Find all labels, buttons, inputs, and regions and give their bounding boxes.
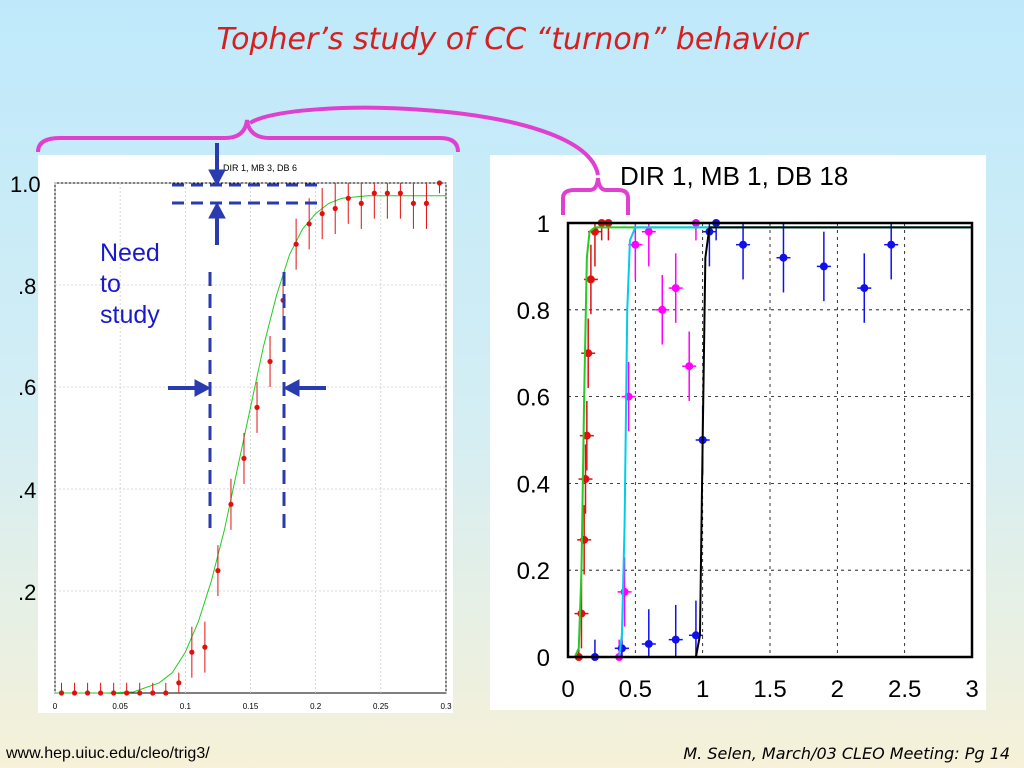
left-data-point [436, 180, 443, 186]
right-fit-curve [568, 226, 972, 658]
left-x-tick-label: 0 [53, 702, 58, 711]
right-fit-curve [568, 226, 972, 658]
right-data-point [779, 253, 788, 262]
right-y-tick-label: 0.8 [517, 298, 550, 325]
right-turnon-chart: DIR 1, MB 1, DB 18 0 0.5 1 1.5 2 2.5 3 0 0.2 0.4 0.… [517, 161, 979, 703]
left-x-tick-label: 0.3 [440, 702, 452, 711]
right-x-tick-label: 2 [831, 676, 844, 703]
right-data-point [860, 284, 869, 293]
left-data-point [410, 200, 417, 206]
footer-url: www.hep.uiuc.edu/cleo/trig3/ [6, 745, 210, 762]
right-x-tick-label: 3 [965, 676, 978, 703]
left-data-point [98, 690, 104, 696]
left-x-tick-label: 0.05 [112, 702, 128, 711]
y-label-0-4: .4 [18, 478, 37, 503]
right-y-tick-label: 0.4 [517, 471, 550, 498]
left-data-point [319, 211, 325, 217]
left-data-point [332, 205, 338, 212]
right-data-point [586, 275, 595, 284]
right-y-tick-label: 0.6 [517, 385, 550, 412]
right-data-point [644, 639, 653, 648]
right-chart-title: DIR 1, MB 1, DB 18 [620, 161, 848, 191]
right-y-tick-label: 0 [537, 645, 550, 672]
y-label-0-6: .6 [18, 375, 37, 400]
left-data-point [384, 190, 390, 196]
right-y-tick-label: 1 [537, 211, 550, 238]
width-arrows [168, 143, 326, 535]
y-label-0-8: .8 [18, 274, 37, 299]
need-to-study-text: Need to study [100, 239, 160, 329]
left-data-point [215, 568, 221, 574]
right-x-tick-label: 1.5 [753, 676, 786, 703]
left-data-point [306, 221, 312, 227]
right-data-point [887, 240, 896, 249]
right-data-point [582, 431, 591, 440]
left-plot-panel: 0 0.05 0.1 0.15 0.2 0.25 0.3 DIR 1, MB 3, DB 6 [38, 155, 453, 713]
right-plot-frame [566, 221, 974, 659]
left-data-point [241, 455, 247, 461]
left-data-point [111, 690, 117, 696]
left-data-point [163, 690, 169, 696]
right-fit-curve [568, 226, 972, 658]
right-x-tick-label: 2.5 [888, 676, 921, 703]
left-data-point [423, 200, 430, 206]
right-data-point [644, 227, 653, 236]
left-data-point [371, 190, 377, 196]
right-data-point [631, 240, 640, 249]
left-data-point [150, 690, 156, 696]
footer-credit: M. Selen, March/03 CLEO Meeting: Pg 14 [683, 744, 1010, 763]
left-data-point [176, 680, 182, 686]
right-data-point [658, 305, 667, 314]
right-y-tick-label: 0.2 [517, 558, 550, 585]
left-data-point [84, 690, 91, 696]
left-x-tick-label: 0.15 [243, 702, 259, 711]
slide-title: Topher’s study of CC “turnon” behavior [216, 22, 808, 57]
left-data-point [345, 195, 351, 201]
right-data-point [671, 284, 680, 293]
left-data-point [202, 644, 208, 650]
left-x-tick-label: 0.2 [310, 702, 322, 711]
right-plot-panel: DIR 1, MB 1, DB 18 0 0.5 1 1.5 2 2.5 3 0 0.2 0.4 0.… [490, 155, 986, 710]
left-turnon-chart: 0 0.05 0.1 0.15 0.2 0.25 0.3 DIR 1, MB 3, DB 6 [53, 163, 452, 711]
left-data-point [397, 190, 403, 196]
right-brace [561, 177, 630, 215]
connector-curve [248, 105, 600, 176]
right-x-tick-label: 1 [696, 676, 709, 703]
right-data-point [691, 631, 700, 640]
right-data-point [685, 362, 694, 371]
left-data-point [124, 690, 130, 696]
left-data-point [137, 690, 143, 696]
left-x-tick-label: 0.25 [373, 702, 389, 711]
right-x-tick-label: 0.5 [619, 676, 652, 703]
left-data-point [293, 241, 299, 247]
left-data-point [58, 690, 65, 696]
left-data-point [267, 358, 273, 365]
left-brace [36, 119, 460, 153]
need-to-study-note: Need to study [100, 238, 160, 331]
right-data-point [819, 262, 828, 271]
right-data-point [739, 240, 748, 249]
y-label-1-0: 1.0 [10, 172, 41, 197]
left-data-point [358, 200, 364, 206]
left-data-point [71, 690, 78, 696]
y-label-0-2: .2 [18, 580, 37, 605]
left-data-point [254, 404, 260, 410]
right-data-point [671, 635, 680, 644]
left-data-point [189, 649, 195, 655]
left-data-point [228, 501, 234, 507]
left-chart-title: DIR 1, MB 3, DB 6 [223, 163, 297, 173]
left-x-tick-label: 0.1 [180, 702, 192, 711]
right-x-tick-label: 0 [561, 676, 574, 703]
right-data-point [584, 349, 593, 358]
